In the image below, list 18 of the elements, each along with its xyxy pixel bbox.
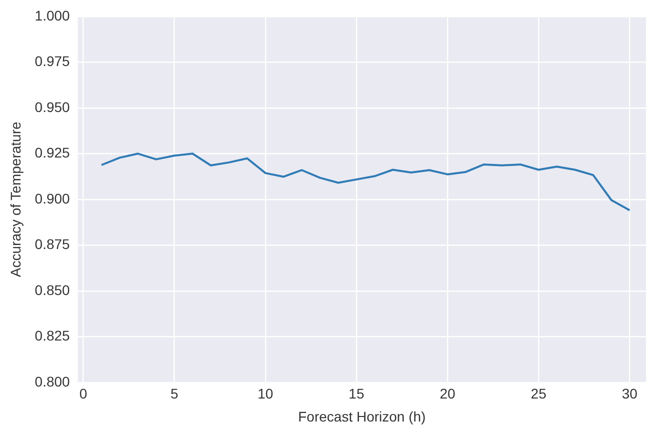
x-axis-title: Forecast Horizon (h) bbox=[298, 408, 426, 424]
x-tick-label: 0 bbox=[79, 386, 88, 402]
x-tick-label: 25 bbox=[530, 386, 547, 402]
y-tick-label: 1.000 bbox=[34, 7, 70, 24]
x-tick-label: 15 bbox=[348, 386, 364, 402]
x-tick-label: 30 bbox=[622, 386, 638, 402]
y-tick-label: 0.950 bbox=[34, 98, 70, 115]
x-tick-label: 10 bbox=[258, 386, 274, 402]
y-tick-label: 0.975 bbox=[34, 53, 70, 70]
y-tick-label: 0.850 bbox=[34, 282, 70, 298]
y-tick-label: 0.800 bbox=[34, 373, 70, 390]
y-tick-label: 0.825 bbox=[34, 328, 70, 344]
y-tick-label: 0.900 bbox=[34, 190, 70, 206]
x-tick-label: 20 bbox=[440, 386, 456, 402]
y-axis-title: Accuracy of Temperature bbox=[7, 122, 24, 278]
y-tick-label: 0.875 bbox=[34, 236, 70, 252]
y-tick-label: 0.925 bbox=[34, 144, 70, 161]
x-tick-label: 5 bbox=[170, 386, 178, 402]
